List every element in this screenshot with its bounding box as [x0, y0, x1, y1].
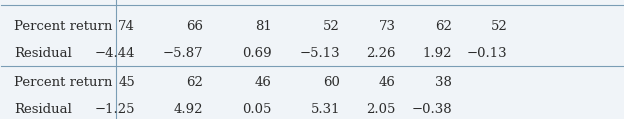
- Text: −1.25: −1.25: [94, 103, 135, 116]
- Text: −0.13: −0.13: [467, 47, 508, 60]
- Text: 46: 46: [379, 76, 396, 89]
- Text: 62: 62: [435, 20, 452, 33]
- Text: Percent return: Percent return: [14, 76, 112, 89]
- Text: 66: 66: [187, 20, 203, 33]
- Text: 0.05: 0.05: [242, 103, 271, 116]
- Text: −0.38: −0.38: [411, 103, 452, 116]
- Text: 4.92: 4.92: [174, 103, 203, 116]
- Text: 74: 74: [118, 20, 135, 33]
- Text: −4.44: −4.44: [94, 47, 135, 60]
- Text: 1.92: 1.92: [422, 47, 452, 60]
- Text: 5.31: 5.31: [311, 103, 340, 116]
- Text: Residual: Residual: [14, 47, 72, 60]
- Text: −5.87: −5.87: [163, 47, 203, 60]
- Text: 0.69: 0.69: [242, 47, 271, 60]
- Text: 46: 46: [255, 76, 271, 89]
- Text: 2.26: 2.26: [366, 47, 396, 60]
- Text: 60: 60: [323, 76, 340, 89]
- Text: Percent return: Percent return: [14, 20, 112, 33]
- Text: Residual: Residual: [14, 103, 72, 116]
- Text: 62: 62: [187, 76, 203, 89]
- Text: 73: 73: [379, 20, 396, 33]
- Text: 52: 52: [323, 20, 340, 33]
- Text: 45: 45: [118, 76, 135, 89]
- Text: −5.13: −5.13: [300, 47, 340, 60]
- Text: 52: 52: [491, 20, 508, 33]
- Text: 38: 38: [435, 76, 452, 89]
- Text: 2.05: 2.05: [366, 103, 396, 116]
- Text: 81: 81: [255, 20, 271, 33]
